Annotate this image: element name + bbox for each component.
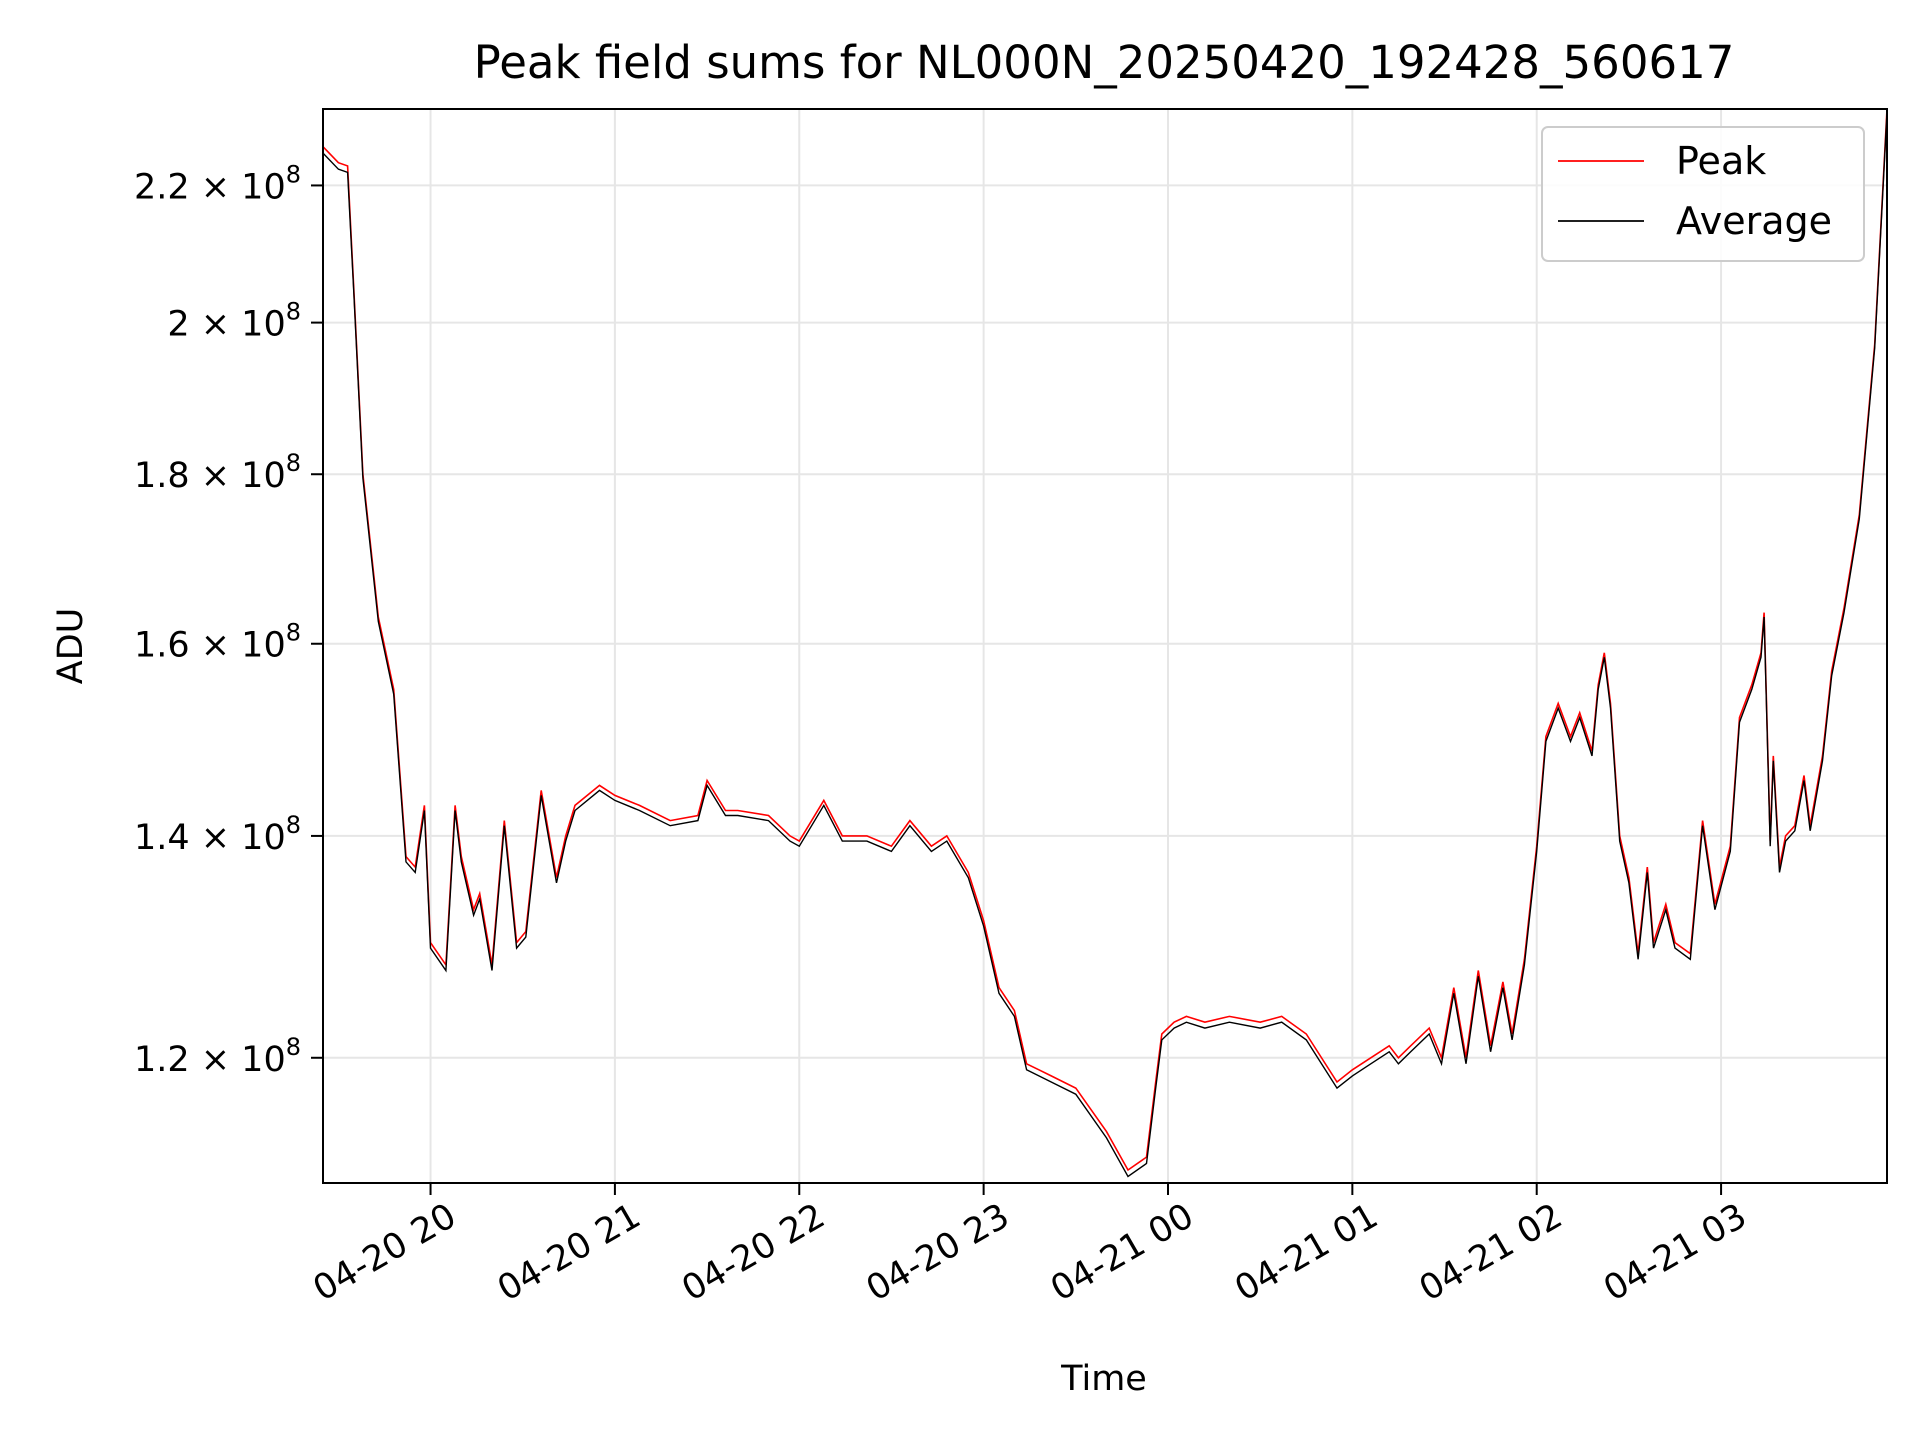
y-tick-label: 1.4 × 108 bbox=[134, 811, 301, 858]
chart-title: Peak field sums for NL000N_20250420_1924… bbox=[474, 36, 1735, 89]
y-axis-label: ADU bbox=[51, 608, 91, 685]
gridlines bbox=[323, 109, 1887, 1183]
y-axis-ticks: 1.2 × 108 1.4 × 108 1.6 × 108 1.8 × 108 2 × … bbox=[134, 160, 323, 1080]
series-line-average bbox=[322, 112, 1888, 1178]
legend-label-average: Average bbox=[1676, 199, 1832, 243]
y-tick-label: 1.8 × 108 bbox=[134, 449, 301, 496]
plot-area bbox=[322, 108, 1888, 1178]
x-axis-label: Time bbox=[1060, 1359, 1147, 1399]
y-tick-label: 2.2 × 108 bbox=[134, 160, 301, 207]
series-line-peak bbox=[322, 108, 1888, 1172]
legend-label-peak: Peak bbox=[1676, 139, 1766, 183]
y-tick-label: 1.6 × 108 bbox=[134, 619, 301, 666]
y-tick-label: 1.2 × 108 bbox=[134, 1033, 301, 1080]
y-tick-label: 2 × 108 bbox=[167, 298, 301, 345]
plot-frame bbox=[322, 108, 1888, 1184]
legend: Peak Average bbox=[1541, 126, 1865, 262]
